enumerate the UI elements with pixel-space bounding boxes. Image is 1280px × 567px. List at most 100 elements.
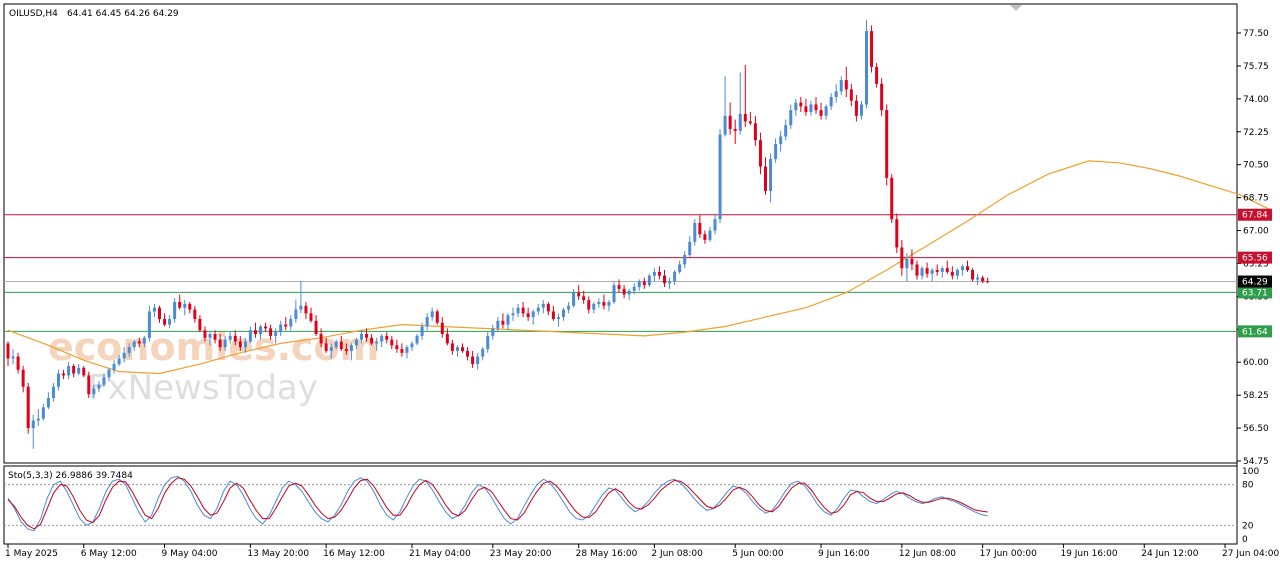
- candle-body: [551, 311, 555, 319]
- candle-body: [107, 369, 111, 378]
- candle: [319, 328, 323, 348]
- candle-body: [885, 110, 889, 178]
- level-badge-67.84-bg: [1238, 208, 1272, 221]
- candle: [657, 266, 661, 280]
- candle: [536, 303, 540, 316]
- candle-body: [385, 335, 389, 340]
- candle-body: [668, 281, 672, 284]
- price-tick-label: 56.50: [1243, 424, 1269, 434]
- candle-body: [390, 339, 394, 346]
- candle-body: [102, 377, 106, 385]
- candle-body: [859, 104, 863, 116]
- candle-body: [632, 286, 636, 291]
- candle-body: [728, 115, 732, 129]
- candle: [395, 339, 399, 353]
- candle-body: [314, 320, 318, 335]
- candle: [203, 326, 207, 342]
- candle-body: [11, 356, 15, 359]
- candle-body: [834, 91, 838, 97]
- candle: [420, 322, 424, 340]
- level-badge-61.64-label: 61.64: [1242, 327, 1268, 337]
- candle: [173, 298, 177, 323]
- candle-body: [890, 177, 894, 220]
- price-tick-label: 77.50: [1243, 29, 1269, 39]
- candle-body: [117, 358, 121, 365]
- candle: [264, 322, 268, 333]
- candle: [365, 328, 369, 342]
- candle: [723, 76, 727, 137]
- price-badges: 67.84 65.56 63.71 61.64 64.29: [1238, 208, 1272, 338]
- candle-body: [950, 271, 954, 276]
- candle: [774, 138, 778, 163]
- candle: [986, 277, 990, 284]
- candle: [925, 262, 929, 278]
- candle: [673, 270, 677, 286]
- candle-body: [516, 307, 520, 314]
- candle: [309, 307, 313, 323]
- candle: [743, 64, 747, 128]
- chart-shift-marker-icon[interactable]: [1010, 5, 1022, 11]
- candle-body: [147, 311, 151, 338]
- price-tick-label: 75.75: [1243, 62, 1269, 72]
- time-tick-label: 12 Jun 08:00: [899, 549, 956, 559]
- candle-body: [213, 334, 217, 340]
- candle-body: [461, 347, 464, 351]
- candle-body: [67, 365, 71, 376]
- candle: [97, 381, 101, 393]
- candle: [178, 294, 182, 310]
- candle-body: [587, 300, 591, 310]
- candle-body: [450, 343, 454, 351]
- candle: [698, 215, 702, 239]
- candle: [971, 268, 975, 282]
- candle: [688, 236, 692, 257]
- candle-body: [506, 315, 510, 325]
- candle-body: [415, 335, 419, 344]
- candle: [410, 341, 414, 351]
- ohlc-readout: 64.41 64.45 64.26 64.29: [67, 9, 179, 19]
- candle-body: [784, 125, 788, 137]
- stoch-axis-label: 80: [1242, 481, 1254, 491]
- candle: [274, 328, 278, 344]
- candle: [875, 63, 879, 88]
- candle: [445, 328, 449, 346]
- candle: [597, 298, 601, 308]
- candle-body: [183, 303, 187, 308]
- candle-body: [758, 140, 762, 167]
- candle-body: [405, 347, 409, 353]
- candle-body: [178, 302, 182, 308]
- time-tick-label: 5 Jun 00:00: [732, 549, 784, 559]
- candle-body: [748, 121, 752, 124]
- candle: [36, 409, 40, 427]
- candle-body: [693, 223, 697, 242]
- candle: [960, 264, 964, 276]
- candle: [713, 213, 717, 235]
- candle: [859, 100, 863, 120]
- candle-body: [556, 317, 560, 319]
- candle-body: [844, 80, 848, 90]
- candle-body: [582, 296, 586, 301]
- candle: [607, 300, 611, 312]
- candle: [683, 251, 687, 269]
- level-badge-67.84-label: 67.84: [1242, 211, 1268, 221]
- candle: [501, 313, 505, 329]
- candle: [531, 309, 535, 325]
- candle-body: [819, 110, 823, 116]
- candle-body: [198, 318, 202, 331]
- candle: [718, 128, 722, 224]
- candle: [82, 365, 86, 378]
- candle: [865, 19, 868, 109]
- candle-body: [440, 322, 444, 335]
- candle-body: [289, 318, 293, 327]
- candle: [663, 270, 666, 287]
- candle: [511, 307, 515, 321]
- candle: [567, 302, 571, 314]
- candle-body: [945, 268, 949, 272]
- candle: [562, 307, 565, 321]
- candle: [930, 268, 934, 282]
- candle-body: [163, 318, 167, 325]
- candle: [21, 365, 25, 393]
- candle-body: [703, 234, 707, 240]
- candle: [193, 305, 197, 323]
- candle: [147, 305, 151, 342]
